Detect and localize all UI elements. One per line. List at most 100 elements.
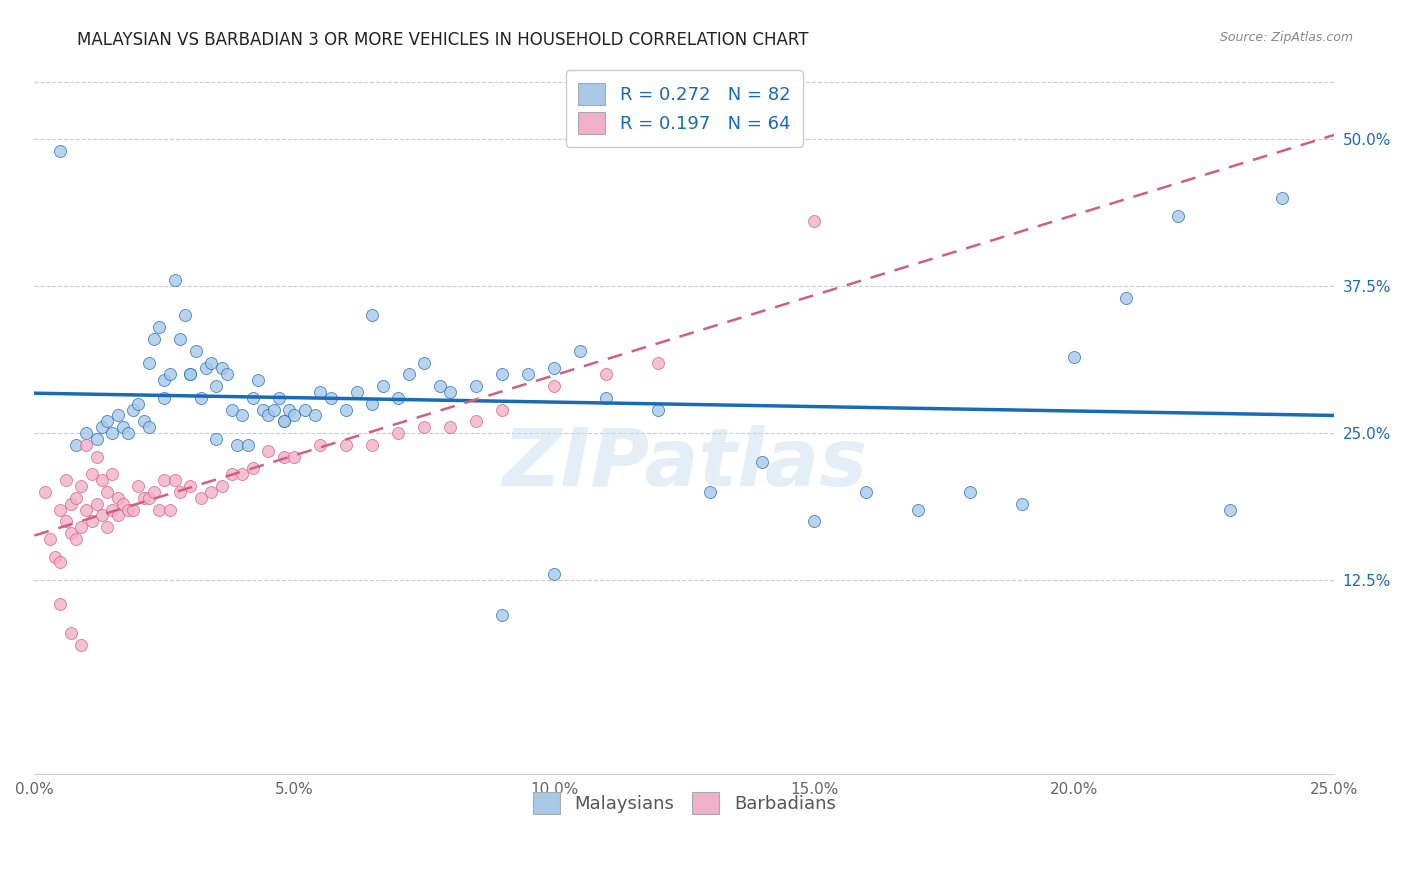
Point — [190, 391, 212, 405]
Point — [138, 491, 160, 505]
Point — [174, 309, 197, 323]
Point — [543, 379, 565, 393]
Point — [205, 379, 228, 393]
Point — [49, 597, 72, 611]
Text: MALAYSIAN VS BARBADIAN 3 OR MORE VEHICLES IN HOUSEHOLD CORRELATION CHART: MALAYSIAN VS BARBADIAN 3 OR MORE VEHICLE… — [77, 31, 808, 49]
Point — [319, 391, 342, 405]
Point — [179, 368, 201, 382]
Point — [159, 368, 181, 382]
Legend: Malaysians, Barbadians: Malaysians, Barbadians — [522, 781, 846, 825]
Point — [163, 473, 186, 487]
Point — [127, 479, 149, 493]
Point — [283, 409, 305, 423]
Point — [91, 473, 114, 487]
Point — [803, 514, 825, 528]
Point — [65, 532, 87, 546]
Point — [169, 332, 191, 346]
Point — [122, 402, 145, 417]
Point — [117, 502, 139, 516]
Point — [142, 332, 165, 346]
Point — [278, 402, 301, 417]
Point — [59, 626, 82, 640]
Point — [111, 497, 134, 511]
Point — [70, 520, 93, 534]
Point — [346, 384, 368, 399]
Point — [127, 397, 149, 411]
Point — [211, 361, 233, 376]
Point — [413, 355, 436, 369]
Point — [59, 526, 82, 541]
Point — [44, 549, 66, 564]
Point — [647, 355, 669, 369]
Point — [107, 409, 129, 423]
Point — [491, 368, 513, 382]
Point — [55, 473, 77, 487]
Text: Source: ZipAtlas.com: Source: ZipAtlas.com — [1219, 31, 1353, 45]
Point — [543, 361, 565, 376]
Point — [169, 484, 191, 499]
Point — [96, 520, 118, 534]
Point — [117, 426, 139, 441]
Point — [122, 502, 145, 516]
Point — [49, 144, 72, 158]
Point — [273, 414, 295, 428]
Point — [138, 420, 160, 434]
Point — [132, 491, 155, 505]
Point — [595, 368, 617, 382]
Point — [65, 438, 87, 452]
Point — [751, 455, 773, 469]
Point — [855, 484, 877, 499]
Point — [55, 514, 77, 528]
Point — [361, 309, 384, 323]
Point — [252, 402, 274, 417]
Point — [75, 438, 97, 452]
Point — [263, 402, 285, 417]
Point — [361, 438, 384, 452]
Point — [1063, 350, 1085, 364]
Point — [226, 438, 249, 452]
Point — [132, 414, 155, 428]
Point — [647, 402, 669, 417]
Point — [96, 484, 118, 499]
Point — [273, 414, 295, 428]
Point — [148, 320, 170, 334]
Point — [242, 461, 264, 475]
Point — [491, 402, 513, 417]
Point — [439, 384, 461, 399]
Point — [221, 467, 243, 482]
Point — [361, 397, 384, 411]
Point — [569, 343, 592, 358]
Point — [387, 426, 409, 441]
Point — [80, 514, 103, 528]
Point — [221, 402, 243, 417]
Point — [70, 479, 93, 493]
Point — [335, 438, 357, 452]
Point — [231, 409, 253, 423]
Point — [465, 379, 488, 393]
Point — [215, 368, 238, 382]
Point — [387, 391, 409, 405]
Point — [1167, 209, 1189, 223]
Point — [80, 467, 103, 482]
Point — [1271, 191, 1294, 205]
Point — [107, 491, 129, 505]
Point — [465, 414, 488, 428]
Point — [153, 391, 176, 405]
Point — [153, 473, 176, 487]
Point — [413, 420, 436, 434]
Point — [107, 508, 129, 523]
Text: ZIPatlas: ZIPatlas — [502, 425, 866, 503]
Point — [371, 379, 394, 393]
Point — [257, 443, 280, 458]
Point — [1011, 497, 1033, 511]
Point — [907, 502, 929, 516]
Point — [101, 502, 124, 516]
Point — [246, 373, 269, 387]
Point — [543, 567, 565, 582]
Point — [75, 502, 97, 516]
Point — [517, 368, 540, 382]
Point — [34, 484, 56, 499]
Point — [86, 497, 108, 511]
Point — [267, 391, 290, 405]
Point — [86, 450, 108, 464]
